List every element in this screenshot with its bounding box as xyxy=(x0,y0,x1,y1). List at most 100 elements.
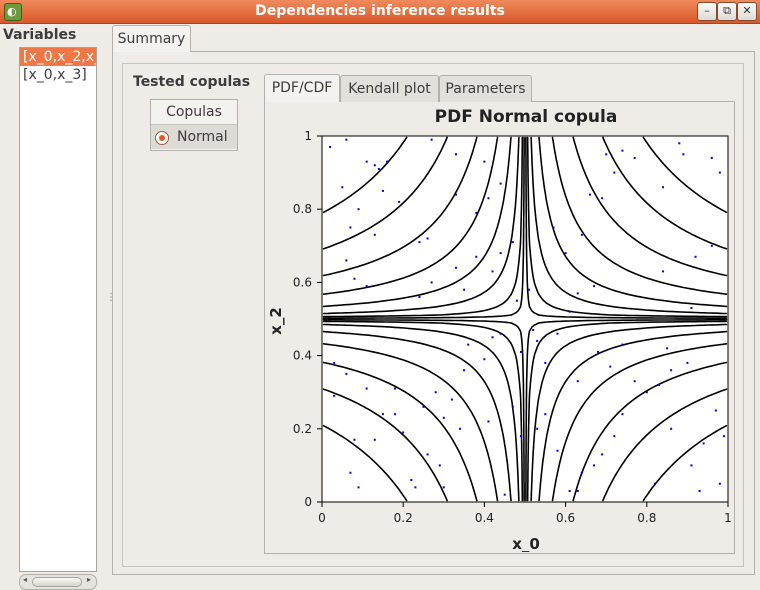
scroll-right-icon[interactable]: ▸ xyxy=(87,575,92,584)
sample-point xyxy=(422,405,425,408)
sample-point xyxy=(544,361,547,364)
scrollbar-thumb[interactable] xyxy=(32,577,82,587)
sample-point xyxy=(463,288,466,291)
y-tick-label: 0 xyxy=(304,495,312,509)
sample-point xyxy=(528,288,531,291)
sample-point xyxy=(613,171,616,174)
sample-point xyxy=(702,442,705,445)
results-frame xyxy=(122,63,744,567)
sample-point xyxy=(475,211,478,214)
tab-kendall-plot[interactable]: Kendall plot xyxy=(340,75,439,102)
plot-border xyxy=(321,135,729,503)
contour-line xyxy=(322,136,728,502)
y-tick-label: 0.8 xyxy=(293,202,312,216)
restore-button[interactable]: ⧉ xyxy=(717,2,737,21)
contour-line xyxy=(322,136,728,502)
sample-point xyxy=(430,138,433,141)
contour-line xyxy=(322,136,728,502)
sample-point xyxy=(710,156,713,159)
sample-point xyxy=(576,380,579,383)
sample-point xyxy=(373,438,376,441)
sample-point xyxy=(698,490,701,493)
sample-point xyxy=(442,486,445,489)
sample-point xyxy=(710,244,713,247)
sample-point xyxy=(365,387,368,390)
sample-point xyxy=(657,383,660,386)
plot-area-background xyxy=(321,135,729,503)
scroll-left-icon[interactable]: ◂ xyxy=(23,575,28,584)
sample-point xyxy=(662,270,665,273)
sample-point xyxy=(381,189,384,192)
sample-point xyxy=(454,193,457,196)
sample-point xyxy=(682,153,685,156)
sample-point xyxy=(718,482,721,485)
copulas-header: Copulas xyxy=(151,100,237,125)
close-button[interactable]: ✕ xyxy=(737,2,757,21)
sample-point xyxy=(426,453,429,456)
sample-point xyxy=(601,453,604,456)
horizontal-scrollbar[interactable]: ◂ ▸ xyxy=(19,574,97,590)
variable-item[interactable]: [x_0,x_2,x_ xyxy=(20,48,96,66)
window-title: Dependencies inference results xyxy=(255,3,505,19)
sample-point xyxy=(341,186,344,189)
sample-point xyxy=(645,391,648,394)
sample-point xyxy=(597,350,600,353)
sample-point xyxy=(601,197,604,200)
sample-point xyxy=(450,398,453,401)
tab-summary[interactable]: Summary xyxy=(112,25,191,52)
tested-copulas-label: Tested copulas xyxy=(133,74,251,90)
sample-point xyxy=(499,332,502,335)
sample-point xyxy=(564,252,567,255)
sample-point xyxy=(556,449,559,452)
y-tick-label: 0.2 xyxy=(293,422,312,436)
sample-point xyxy=(487,197,490,200)
sample-point xyxy=(568,490,571,493)
variable-item[interactable]: [x_0,x_3] xyxy=(23,67,87,83)
sample-point xyxy=(718,171,721,174)
sample-point xyxy=(349,226,352,229)
copula-row-normal[interactable]: Normal xyxy=(151,125,237,149)
sample-point xyxy=(483,358,486,361)
sample-point xyxy=(666,347,669,350)
sample-point xyxy=(349,471,352,474)
sample-point xyxy=(690,307,693,310)
contour-line xyxy=(322,136,728,502)
sample-point xyxy=(475,255,478,258)
sample-point xyxy=(394,413,397,416)
chart-title: PDF Normal copula xyxy=(435,107,618,127)
variables-list[interactable]: [x_0,x_2,x_ [x_0,x_3] xyxy=(19,47,97,572)
sample-point xyxy=(670,427,673,430)
sample-point xyxy=(556,332,559,335)
sample-point xyxy=(686,361,689,364)
sample-point xyxy=(373,164,376,167)
sample-point xyxy=(580,471,583,474)
sample-point xyxy=(426,237,429,240)
sample-point xyxy=(511,241,514,244)
x-tick-label: 0 xyxy=(318,511,326,525)
sample-point xyxy=(519,350,522,353)
sample-point xyxy=(593,285,596,288)
sample-point xyxy=(385,160,388,163)
y-tick-label: 1 xyxy=(304,129,312,143)
sample-point xyxy=(410,479,413,482)
sample-point xyxy=(434,391,437,394)
sample-point xyxy=(519,435,522,438)
splitter-handle[interactable]: ⋮ xyxy=(106,292,116,303)
sample-point xyxy=(678,142,681,145)
sample-point xyxy=(593,464,596,467)
tab-pdf-cdf[interactable]: PDF/CDF xyxy=(264,74,340,102)
x-tick-label: 0.2 xyxy=(394,511,413,525)
minimize-button[interactable]: – xyxy=(697,2,717,21)
sample-point xyxy=(670,369,673,372)
sample-point xyxy=(544,413,547,416)
variables-label: Variables xyxy=(3,27,77,43)
sample-point xyxy=(621,343,624,346)
radio-selected-icon[interactable] xyxy=(155,131,169,145)
sample-point xyxy=(394,387,397,390)
contour-line xyxy=(322,136,728,502)
app-icon-glyph: ◐ xyxy=(7,5,17,18)
sample-point xyxy=(499,182,502,185)
sample-point xyxy=(414,486,417,489)
sample-point xyxy=(430,281,433,284)
tab-parameters[interactable]: Parameters xyxy=(439,75,532,102)
